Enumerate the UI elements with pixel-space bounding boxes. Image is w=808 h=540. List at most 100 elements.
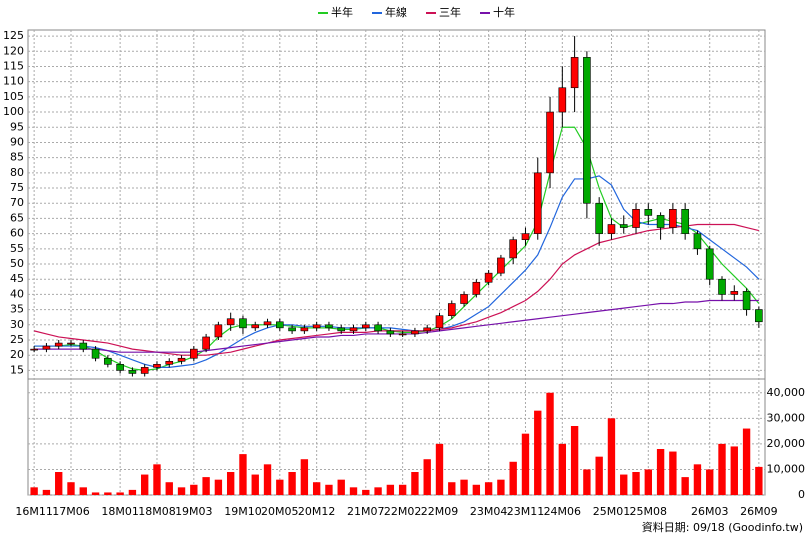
candle-body [730,291,739,295]
volume-bar [484,482,493,495]
y2-tick-label: 0 [798,488,805,501]
x-tick-label: 26M03 [691,505,729,518]
volume-bar [448,482,456,495]
y-tick-label: 70 [10,196,24,209]
ma-line [34,175,760,368]
volume-bar [116,492,124,495]
candle-body [349,327,358,332]
candle-body [718,278,726,295]
candle-body [263,321,272,326]
volume-bar [349,487,358,495]
volume-bar [276,479,284,495]
x-tick-label: 21M07 [347,505,385,518]
volume-bar [718,443,726,495]
candle-body [140,367,149,374]
y-tick-label: 75 [10,181,24,194]
volume-bar [472,484,481,495]
volume-bar [669,451,677,495]
volume-bar [300,459,309,495]
volume-bar [177,487,186,495]
footer: 資料日期: 09/18 (Goodinfo.tw) [642,520,803,534]
volume-bar [693,464,702,495]
volume-bar [288,472,296,495]
x-tick-label: 22M09 [421,505,459,518]
candle-body [374,324,382,332]
y-tick-label: 20 [10,348,24,361]
volume-bar [632,472,640,495]
volume-bar [128,489,137,495]
volume-bar [534,410,542,495]
volume-bar [607,418,616,495]
y-tick-label: 100 [3,105,24,118]
volume-bar [91,492,100,495]
y-tick-label: 65 [10,211,24,224]
candle-body [337,327,346,332]
candle-body [30,348,38,351]
candle-body [656,215,665,228]
candle-body [533,172,542,234]
volume-bar [214,479,223,495]
candle-body [312,324,321,329]
volume-bar [570,426,579,495]
volume-bar [325,484,333,495]
volume-bar [546,392,554,495]
x-tick-label: 16M11 [15,505,53,518]
candle-body [165,360,174,365]
candle-body [583,57,591,204]
volume-bar [79,487,87,495]
candle-body [619,224,628,228]
candle-body [570,57,579,89]
candle-body [484,272,493,283]
volume-bar [362,489,370,495]
candle-body [177,357,186,362]
candle-body [411,330,419,335]
x-tick-label: 23M04 [470,505,508,518]
volume-bar [742,428,751,495]
x-tick-label: 26M09 [740,505,778,518]
candle-body [276,321,284,329]
candle-body [79,342,88,350]
candle-body [497,257,505,274]
legend-label: 三年 [439,5,461,19]
x-tick-label: 25M08 [630,505,668,518]
y-tick-label: 95 [10,120,24,133]
candle-body [447,303,456,316]
candle-body [202,336,210,350]
candle-body [128,370,137,374]
candle-body [681,209,689,234]
candle-body [288,327,296,332]
volume-bar [558,443,567,495]
candle-body [116,364,124,371]
y-tick-label: 80 [10,166,24,179]
candle-body [104,357,112,365]
y-tick-label: 55 [10,242,24,255]
volume-bar [423,459,431,495]
volume-bar [30,487,38,495]
y-tick-label: 30 [10,318,24,331]
volume-bar [706,469,714,495]
volume-bar [460,479,468,495]
candle-body [226,318,235,326]
y-tick-label: 60 [10,227,24,240]
x-tick-label: 17M06 [52,505,90,518]
x-tick-label: 19M03 [175,505,213,518]
volume-bar [595,456,603,495]
x-tick-label: 20M05 [261,505,299,518]
volume-bar [656,449,665,495]
x-tick-label: 19M10 [224,505,262,518]
volume-bar [386,484,395,495]
candle-body [361,324,370,329]
volume-bar [104,492,112,495]
candle-body [644,209,653,216]
volume-bar [411,472,419,495]
y2-tick-label: 10,000 [767,462,806,475]
y-tick-label: 120 [3,44,24,57]
y-tick-label: 105 [3,90,24,103]
x-tick-label: 24M06 [544,505,582,518]
volume-bar [730,446,738,495]
candle-body [755,309,763,323]
y-tick-label: 40 [10,287,24,300]
y-tick-label: 50 [10,257,24,270]
candle-body [300,327,309,332]
volume-bar [374,487,382,495]
